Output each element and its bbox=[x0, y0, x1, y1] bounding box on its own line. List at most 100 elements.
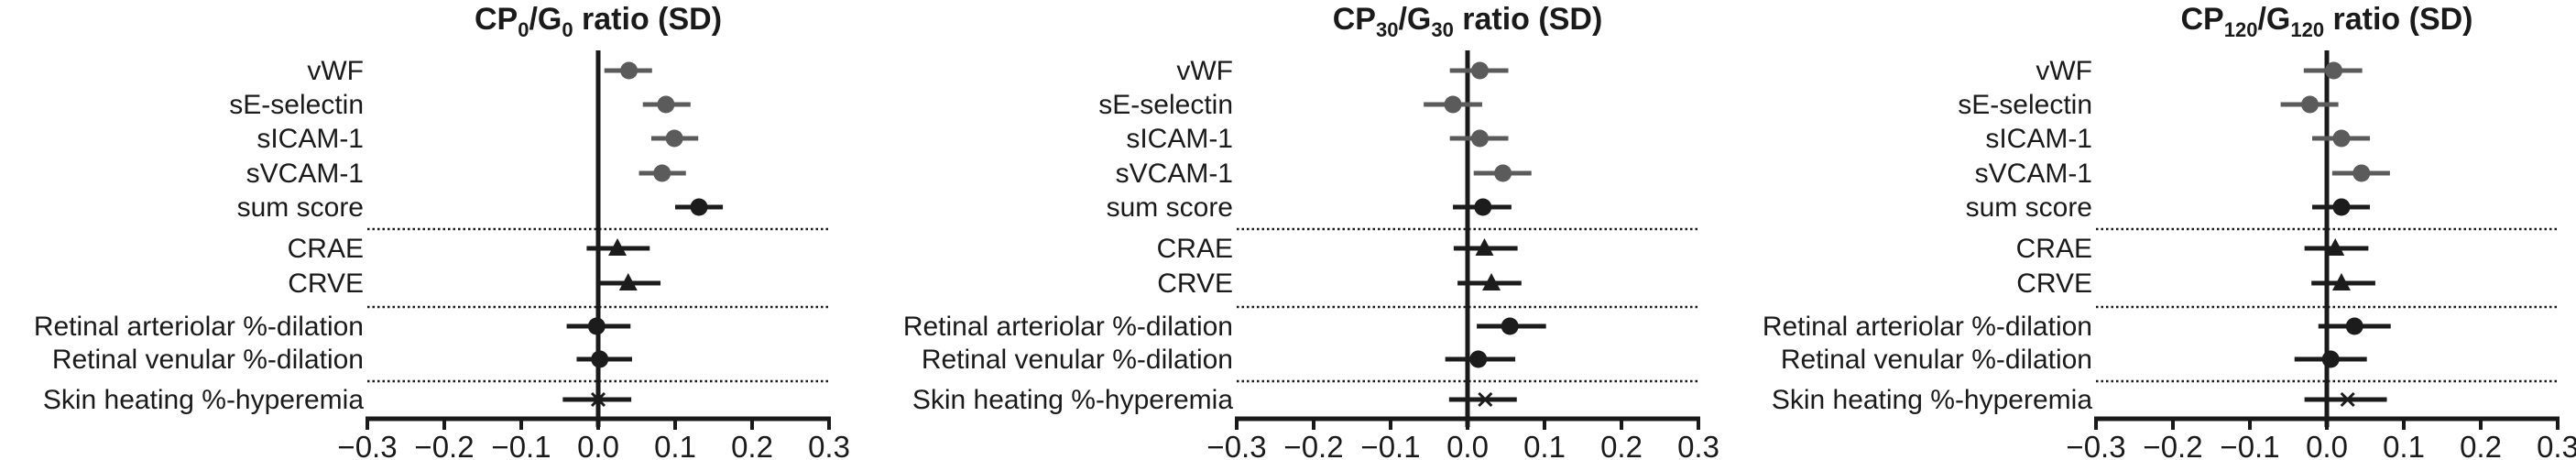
forest-row: CRVE bbox=[1157, 268, 1522, 299]
title-part-prefix: CP bbox=[2180, 2, 2223, 37]
estimate-marker-circle bbox=[1494, 164, 1512, 182]
row-label: sVCAM-1 bbox=[1975, 159, 2092, 189]
estimate-marker-circle bbox=[620, 61, 639, 80]
forest-row: sE-selectin bbox=[1958, 90, 2339, 120]
estimate-marker-circle bbox=[591, 350, 609, 368]
estimate-marker-triangle bbox=[618, 273, 638, 290]
row-label: sE-selectin bbox=[1958, 90, 2092, 120]
title-part-mid: /G bbox=[1398, 2, 1431, 37]
cross-stroke bbox=[2340, 391, 2355, 408]
estimate-marker-cross bbox=[1478, 391, 1493, 408]
estimate-marker-circle bbox=[1501, 317, 1519, 335]
forest-row: Retinal venular %-dilation bbox=[922, 345, 1516, 375]
x-tick-label: 0.1 bbox=[1523, 430, 1566, 460]
panel-title: CP0/G0 ratio (SD) bbox=[475, 2, 722, 41]
row-label: Retinal arteriolar %-dilation bbox=[34, 312, 364, 342]
forest-row: sVCAM-1 bbox=[1116, 159, 1532, 189]
row-label: sVCAM-1 bbox=[1116, 159, 1233, 189]
title-part-mid: /G bbox=[529, 2, 562, 37]
cross-stroke bbox=[1478, 391, 1493, 408]
title-part-sub1: 120 bbox=[2224, 18, 2258, 41]
row-label: Retinal arteriolar %-dilation bbox=[1763, 312, 2092, 342]
forest-row: CRAE bbox=[2016, 234, 2369, 264]
forest-row: sICAM-1 bbox=[257, 124, 699, 154]
estimate-marker-circle bbox=[690, 198, 708, 216]
forest-row: Skin heating %-hyperemia bbox=[1772, 385, 2387, 415]
x-tick-label: −0.3 bbox=[2066, 430, 2125, 460]
title-part-sub2: 0 bbox=[562, 18, 573, 41]
estimate-marker-circle bbox=[665, 129, 683, 148]
estimate-marker-circle bbox=[2301, 95, 2319, 114]
forest-row: CRAE bbox=[1157, 234, 1518, 264]
title-part-prefix: CP bbox=[1333, 2, 1376, 37]
panel-title: CP30/G30 ratio (SD) bbox=[1333, 2, 1603, 41]
title-part-sub2: 30 bbox=[1431, 18, 1453, 41]
row-label: sE-selectin bbox=[229, 90, 364, 120]
row-label: Skin heating %-hyperemia bbox=[912, 385, 1234, 415]
x-tick-label: 0.2 bbox=[2460, 430, 2502, 460]
forest-panel-2: CP30/G30 ratio (SD)−0.3 −0.2 −0.1 0.0 0.1 0.2… bbox=[903, 2, 1719, 460]
estimate-marker-circle bbox=[2332, 198, 2351, 216]
title-part-suffix: ratio (SD) bbox=[1454, 2, 1602, 37]
estimate-marker-cross bbox=[2340, 391, 2355, 408]
forest-row: sum score bbox=[237, 192, 724, 223]
row-label: sVCAM-1 bbox=[246, 159, 364, 189]
title-part-mid: /G bbox=[2257, 2, 2290, 37]
estimate-marker-circle bbox=[1474, 198, 1492, 216]
forest-row: Retinal arteriolar %-dilation bbox=[34, 312, 631, 342]
forest-row: Retinal venular %-dilation bbox=[52, 345, 632, 375]
x-tick-label: 0.1 bbox=[654, 430, 696, 460]
forest-row: sum score bbox=[1107, 192, 1512, 223]
row-label: vWF bbox=[1176, 56, 1233, 86]
row-label: Retinal venular %-dilation bbox=[52, 345, 364, 375]
title-part-suffix: ratio (SD) bbox=[2324, 2, 2472, 37]
x-tick-label: 0.0 bbox=[577, 430, 619, 460]
row-label: Retinal venular %-dilation bbox=[922, 345, 1233, 375]
x-tick-label: −0.1 bbox=[491, 430, 551, 460]
forest-row: sum score bbox=[1966, 192, 2371, 223]
x-tick-label: 0.2 bbox=[731, 430, 773, 460]
estimate-marker-triangle bbox=[608, 238, 627, 256]
forest-row: CRVE bbox=[2016, 268, 2375, 299]
forest-row: sVCAM-1 bbox=[246, 159, 686, 189]
forest-row: vWF bbox=[2036, 56, 2363, 86]
forest-row: sICAM-1 bbox=[1126, 124, 1509, 154]
row-label: CRAE bbox=[288, 234, 364, 264]
title-part-sub1: 30 bbox=[1376, 18, 1398, 41]
row-label: sICAM-1 bbox=[1985, 124, 2092, 154]
row-label: vWF bbox=[307, 56, 364, 86]
row-label: sum score bbox=[1107, 192, 1233, 223]
estimate-marker-circle bbox=[2325, 61, 2343, 80]
estimate-marker-triangle bbox=[1482, 273, 1501, 290]
x-tick-label: 0.2 bbox=[1600, 430, 1643, 460]
forest-row: CRAE bbox=[288, 234, 650, 264]
x-tick-label: 0.3 bbox=[2537, 430, 2576, 460]
forest-row: sICAM-1 bbox=[1985, 124, 2371, 154]
row-label: Retinal arteriolar %-dilation bbox=[903, 312, 1233, 342]
row-label: sum score bbox=[1966, 192, 2092, 223]
forest-row: Retinal arteriolar %-dilation bbox=[1763, 312, 2391, 342]
estimate-marker-triangle bbox=[1475, 238, 1494, 256]
row-label: sE-selectin bbox=[1098, 90, 1233, 120]
forest-row: sVCAM-1 bbox=[1975, 159, 2390, 189]
x-tick-label: −0.3 bbox=[1206, 430, 1266, 460]
title-part-sub1: 0 bbox=[518, 18, 529, 41]
row-label: CRVE bbox=[2016, 268, 2092, 299]
x-tick-label: −0.2 bbox=[414, 430, 474, 460]
x-tick-label: −0.1 bbox=[2220, 430, 2279, 460]
estimate-marker-circle bbox=[1470, 129, 1489, 148]
x-tick-label: −0.2 bbox=[2143, 430, 2202, 460]
row-label: sum score bbox=[237, 192, 364, 223]
estimate-marker-circle bbox=[2345, 317, 2363, 335]
estimate-marker-circle bbox=[657, 95, 675, 114]
row-label: CRVE bbox=[288, 268, 364, 299]
row-label: CRAE bbox=[1157, 234, 1233, 264]
title-part-prefix: CP bbox=[475, 2, 518, 37]
row-label: sICAM-1 bbox=[257, 124, 364, 154]
estimate-marker-circle bbox=[2332, 129, 2351, 148]
cross-stroke bbox=[590, 391, 606, 408]
x-tick-label: 0.3 bbox=[808, 430, 850, 460]
row-label: Skin heating %-hyperemia bbox=[1772, 385, 2093, 415]
estimate-marker-circle bbox=[2321, 350, 2340, 368]
title-part-sub2: 120 bbox=[2290, 18, 2324, 41]
